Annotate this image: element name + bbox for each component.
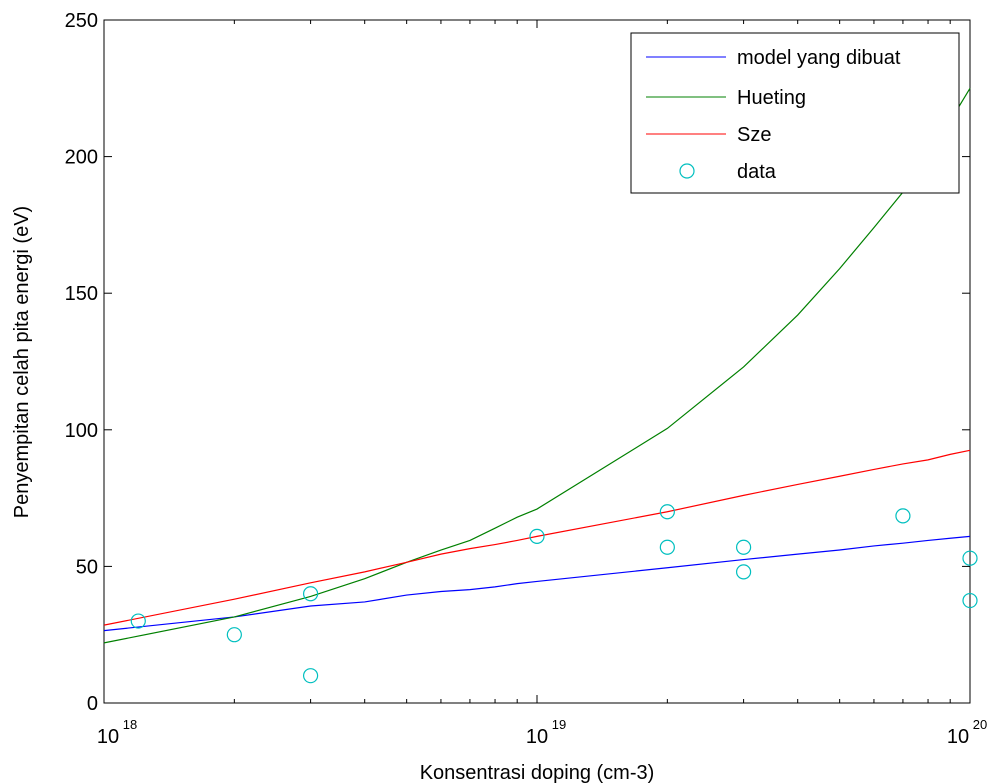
y-tick-label: 50	[76, 556, 98, 578]
x-tick-label-exponent: 20	[973, 717, 987, 732]
x-axis-title: Konsentrasi doping (cm-3)	[420, 762, 655, 784]
series-line-model-yang-dibuat	[103, 535, 971, 632]
data-point	[302, 668, 319, 684]
data-point	[895, 508, 911, 524]
y-tick-label: 250	[65, 10, 98, 32]
data-point	[659, 539, 675, 555]
data-point	[130, 613, 146, 629]
y-tick-label: 100	[65, 420, 98, 442]
x-tick-label-base: 10	[947, 726, 969, 748]
x-tick-label-base: 10	[97, 726, 119, 748]
legend-label-model: model yang dibuat	[737, 47, 901, 69]
series-line-sze	[103, 449, 971, 626]
data-point	[735, 539, 752, 555]
legend-box	[630, 32, 960, 194]
labels-layer: 0 50 100 150 200 250 10 18 10 19 10 20	[65, 10, 988, 748]
y-tick-label: 0	[87, 693, 98, 715]
data-point	[659, 504, 675, 520]
data-point	[735, 564, 752, 580]
ticks-layer	[103, 19, 971, 704]
y-tick-label: 200	[65, 147, 98, 169]
x-tick-label-exponent: 18	[123, 717, 137, 732]
x-tick-label-base: 10	[526, 726, 548, 748]
y-tick-label: 150	[65, 283, 98, 305]
data-point	[962, 550, 978, 566]
data-point	[226, 627, 242, 643]
data-point	[529, 528, 545, 544]
legend-label-hueting: Hueting	[737, 87, 806, 109]
legend-swatch-data	[679, 163, 695, 179]
legend-label-sze: Sze	[737, 124, 771, 146]
x-tick-label-exponent: 19	[552, 717, 566, 732]
data-point	[302, 586, 319, 602]
data-point	[962, 592, 978, 609]
legend: model yang dibuat Hueting Sze data	[630, 32, 960, 194]
y-axis-title: Penyempitan celah pita energi (eV)	[11, 206, 33, 518]
legend-label-data: data	[737, 161, 777, 183]
